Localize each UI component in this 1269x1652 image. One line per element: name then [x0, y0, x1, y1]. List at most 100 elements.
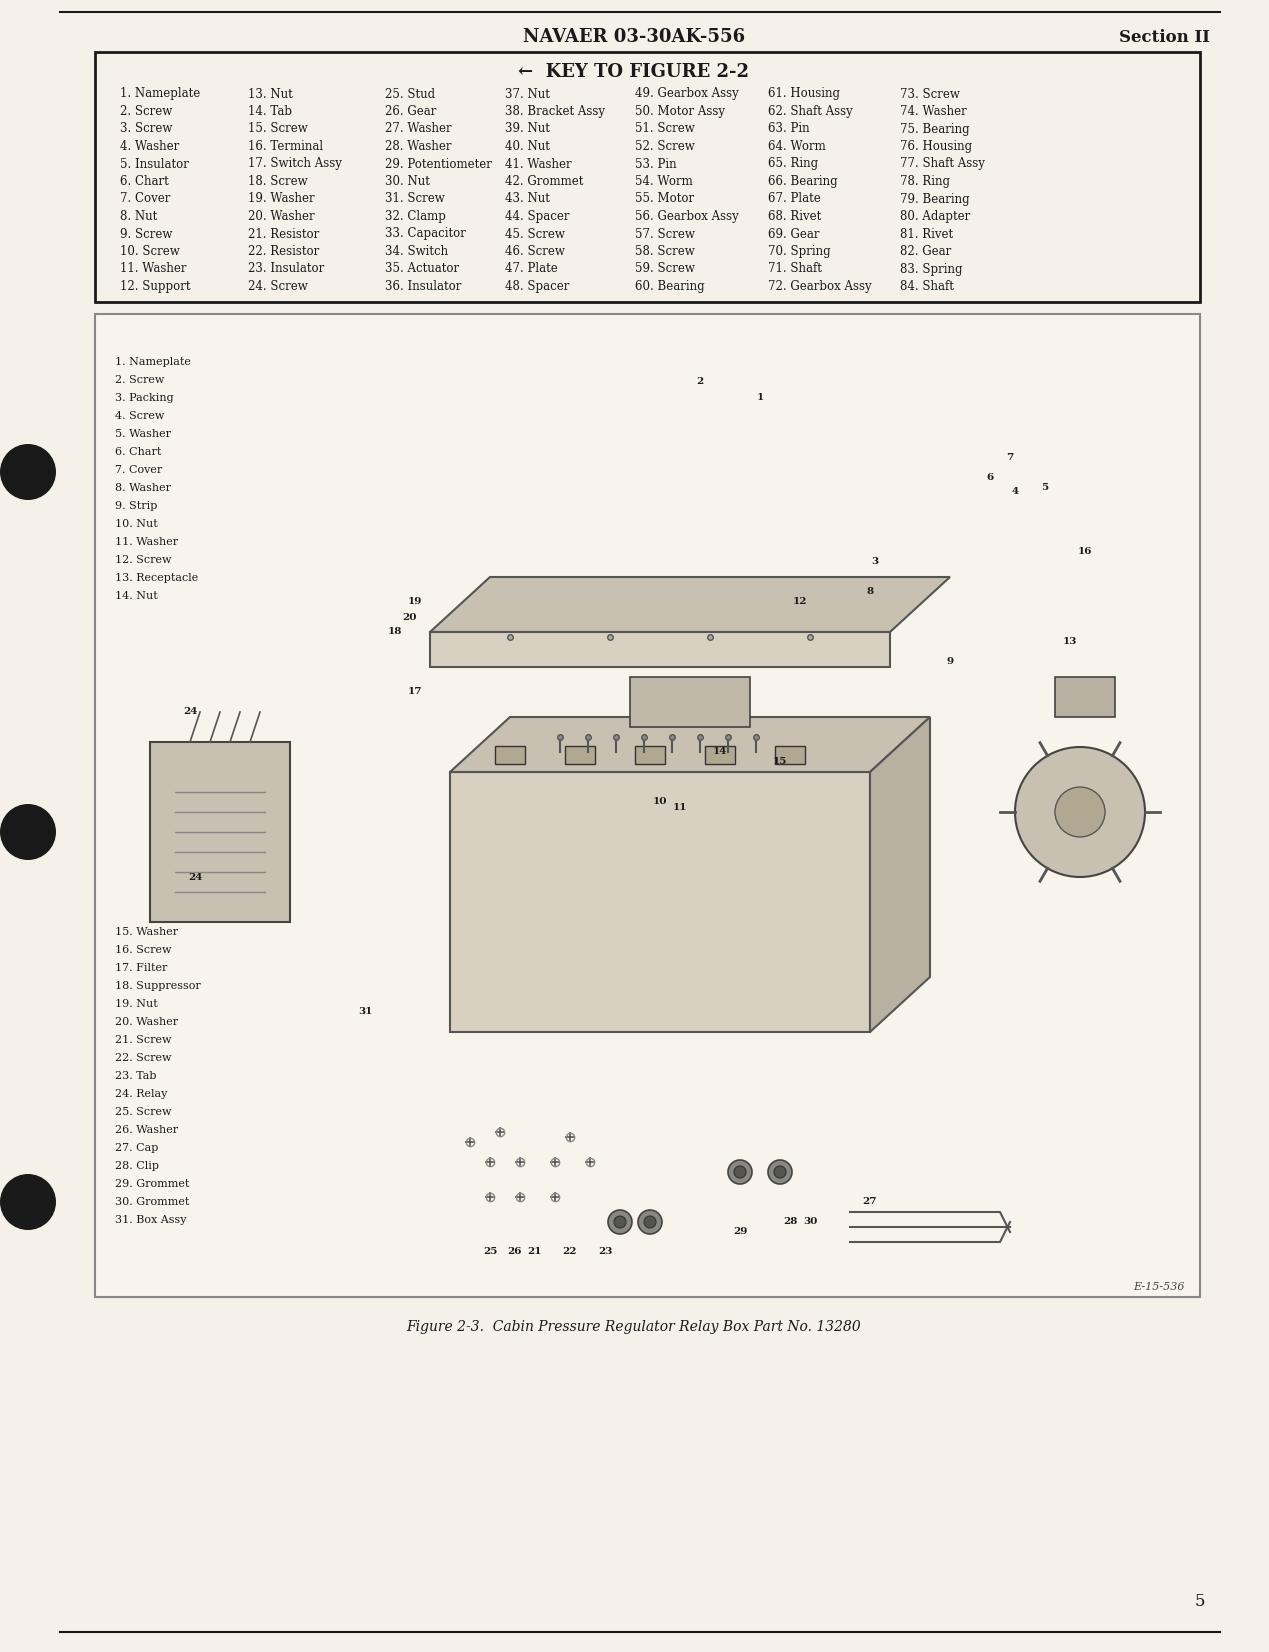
Text: 34. Switch: 34. Switch [385, 244, 448, 258]
Text: 47. Plate: 47. Plate [505, 263, 558, 276]
Text: 52. Screw: 52. Screw [634, 140, 694, 154]
FancyBboxPatch shape [495, 747, 525, 763]
Text: 17. Switch Assy: 17. Switch Assy [247, 157, 341, 170]
Text: 2. Screw: 2. Screw [121, 106, 173, 117]
Text: 57. Screw: 57. Screw [634, 228, 695, 241]
Text: 25. Screw: 25. Screw [115, 1107, 171, 1117]
Text: 24: 24 [183, 707, 197, 717]
Circle shape [0, 805, 56, 861]
Text: 5: 5 [1194, 1594, 1206, 1611]
Text: 20. Washer: 20. Washer [115, 1018, 178, 1028]
Text: 27. Washer: 27. Washer [385, 122, 452, 135]
Text: 38. Bracket Assy: 38. Bracket Assy [505, 106, 605, 117]
Text: 28. Clip: 28. Clip [115, 1161, 159, 1171]
Circle shape [768, 1160, 792, 1184]
Text: 16. Terminal: 16. Terminal [247, 140, 324, 154]
Text: 8. Nut: 8. Nut [121, 210, 157, 223]
Text: 31. Box Assy: 31. Box Assy [115, 1214, 187, 1226]
Text: 46. Screw: 46. Screw [505, 244, 565, 258]
Text: 29. Grommet: 29. Grommet [115, 1180, 189, 1189]
Text: 76. Housing: 76. Housing [900, 140, 972, 154]
Text: 15. Screw: 15. Screw [247, 122, 308, 135]
Text: 59. Screw: 59. Screw [634, 263, 695, 276]
Text: 69. Gear: 69. Gear [768, 228, 820, 241]
Text: E-15-536: E-15-536 [1133, 1282, 1185, 1292]
Text: 26: 26 [508, 1247, 523, 1257]
Text: 21. Resistor: 21. Resistor [247, 228, 320, 241]
Text: 2: 2 [697, 378, 703, 387]
Circle shape [728, 1160, 753, 1184]
Text: 30. Grommet: 30. Grommet [115, 1198, 189, 1208]
Text: 43. Nut: 43. Nut [505, 193, 549, 205]
Text: 63. Pin: 63. Pin [768, 122, 810, 135]
Text: 10. Screw: 10. Screw [121, 244, 180, 258]
Text: 4. Screw: 4. Screw [115, 411, 165, 421]
Text: 40. Nut: 40. Nut [505, 140, 549, 154]
Circle shape [1055, 786, 1105, 838]
Text: ←  KEY TO FIGURE 2-2: ← KEY TO FIGURE 2-2 [519, 63, 750, 81]
Text: 83. Spring: 83. Spring [900, 263, 962, 276]
Text: 21. Screw: 21. Screw [115, 1036, 171, 1046]
Text: 30: 30 [803, 1218, 817, 1226]
Text: 65. Ring: 65. Ring [768, 157, 819, 170]
Text: 80. Adapter: 80. Adapter [900, 210, 971, 223]
Text: 17. Filter: 17. Filter [115, 963, 168, 973]
Text: 14. Tab: 14. Tab [247, 106, 292, 117]
Text: 70. Spring: 70. Spring [768, 244, 831, 258]
Circle shape [0, 444, 56, 501]
Text: 55. Motor: 55. Motor [634, 193, 694, 205]
Text: 22. Resistor: 22. Resistor [247, 244, 320, 258]
Text: 23. Insulator: 23. Insulator [247, 263, 325, 276]
Text: 5: 5 [1042, 482, 1048, 492]
Text: 10. Nut: 10. Nut [115, 519, 157, 529]
Text: 27. Cap: 27. Cap [115, 1143, 159, 1153]
Circle shape [0, 1175, 56, 1231]
Text: 30. Nut: 30. Nut [385, 175, 430, 188]
Text: 24. Screw: 24. Screw [247, 279, 308, 292]
Text: 35. Actuator: 35. Actuator [385, 263, 459, 276]
Text: 60. Bearing: 60. Bearing [634, 279, 704, 292]
Text: 67. Plate: 67. Plate [768, 193, 821, 205]
Text: 9. Strip: 9. Strip [115, 501, 157, 510]
Text: 22: 22 [562, 1247, 577, 1257]
FancyBboxPatch shape [706, 747, 735, 763]
Text: 26. Washer: 26. Washer [115, 1125, 178, 1135]
Polygon shape [430, 633, 890, 667]
Text: 64. Worm: 64. Worm [768, 140, 826, 154]
Text: 9. Screw: 9. Screw [121, 228, 173, 241]
Text: 32. Clamp: 32. Clamp [385, 210, 445, 223]
Circle shape [643, 1216, 656, 1227]
Text: 15. Washer: 15. Washer [115, 927, 178, 937]
Text: 16: 16 [1077, 547, 1093, 557]
Text: 6. Chart: 6. Chart [121, 175, 169, 188]
Text: 42. Grommet: 42. Grommet [505, 175, 584, 188]
Text: 54. Worm: 54. Worm [634, 175, 693, 188]
Text: 5. Washer: 5. Washer [115, 430, 171, 439]
Text: 17: 17 [407, 687, 423, 697]
Text: 72. Gearbox Assy: 72. Gearbox Assy [768, 279, 872, 292]
Polygon shape [871, 717, 930, 1032]
Text: 71. Shaft: 71. Shaft [768, 263, 822, 276]
Text: 2. Screw: 2. Screw [115, 375, 165, 385]
FancyBboxPatch shape [775, 747, 805, 763]
Text: 12. Screw: 12. Screw [115, 555, 171, 565]
Text: 12: 12 [793, 598, 807, 606]
Circle shape [733, 1166, 746, 1178]
Text: 41. Washer: 41. Washer [505, 157, 571, 170]
Text: 3. Screw: 3. Screw [121, 122, 173, 135]
Text: 77. Shaft Assy: 77. Shaft Assy [900, 157, 985, 170]
Text: 51. Screw: 51. Screw [634, 122, 694, 135]
Text: 6: 6 [986, 472, 994, 481]
Text: 10: 10 [652, 798, 667, 806]
FancyBboxPatch shape [1055, 677, 1115, 717]
Text: 1: 1 [756, 393, 764, 401]
Text: 36. Insulator: 36. Insulator [385, 279, 462, 292]
FancyBboxPatch shape [634, 747, 665, 763]
Text: 84. Shaft: 84. Shaft [900, 279, 954, 292]
Text: 16. Screw: 16. Screw [115, 945, 171, 955]
Polygon shape [450, 717, 930, 771]
Text: 18. Screw: 18. Screw [247, 175, 307, 188]
Polygon shape [450, 771, 871, 1032]
Text: 11: 11 [673, 803, 688, 811]
Text: 28: 28 [783, 1218, 797, 1226]
